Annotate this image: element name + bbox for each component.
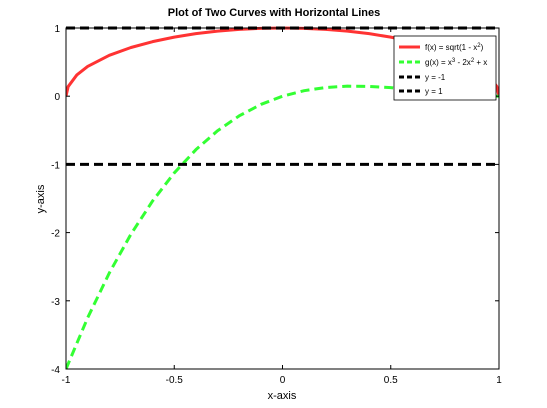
legend-label-series-y-1: y = 1 [425,87,443,96]
y-tick-label: -1 [51,160,60,171]
legend-label-series-f: f(x) = sqrt(1 - x2) [425,43,484,52]
legend-label-series-g: g(x) = x3 - 2x2 + x [425,58,487,67]
series-g-line [66,84,499,370]
y-tick-label: 1 [54,24,60,35]
chart-title: Plot of Two Curves with Horizontal Lines [168,7,380,19]
legend: f(x) = sqrt(1 - x2) g(x) = x3 - 2x2 + x y … [393,35,497,101]
legend-label-series-y-neg1: y = -1 [425,73,446,82]
x-tick-label: -0.5 [166,375,184,386]
y-tick-label: 0 [54,92,60,103]
x-tick-label: -1 [62,375,71,386]
y-tick-label: -3 [51,297,60,308]
y-axis-label: y-axis [35,184,47,213]
x-tick-label: 0 [280,375,286,386]
y-tick-label: -2 [51,229,60,240]
x-tick-label: 1 [496,375,502,386]
x-axis-label: x-axis [268,390,297,402]
x-tick-label: 0.5 [384,375,398,386]
axes-layer: -1 -0.5 0 0.5 1 -4 -3 -2 -1 0 1 [51,24,502,386]
y-tick-label: -4 [51,365,60,376]
